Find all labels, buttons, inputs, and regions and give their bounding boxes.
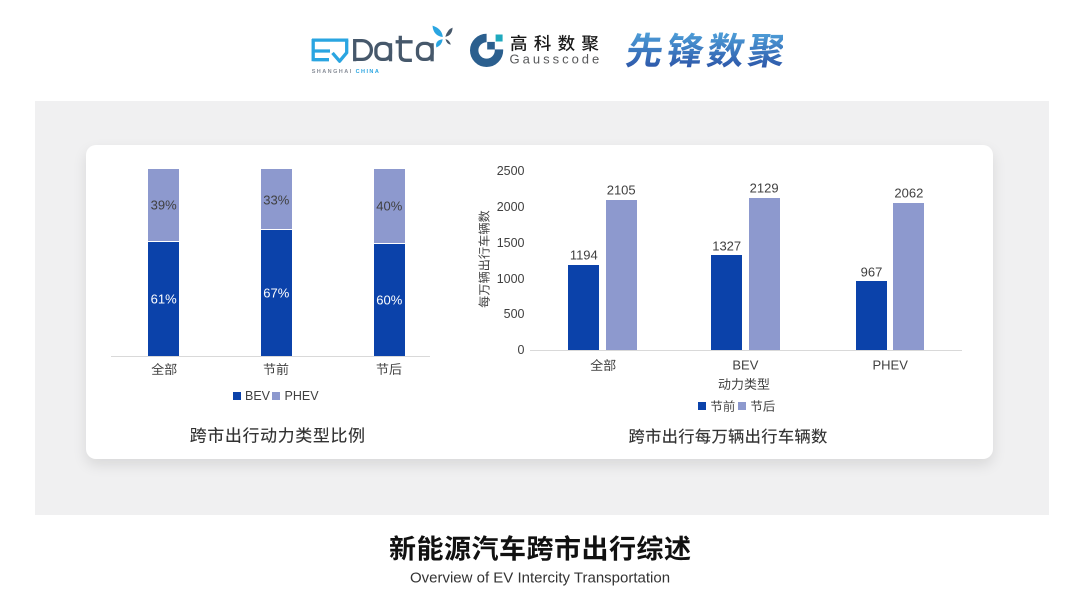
svg-text:SHANGHAI CHINA: SHANGHAI CHINA [312, 69, 381, 75]
